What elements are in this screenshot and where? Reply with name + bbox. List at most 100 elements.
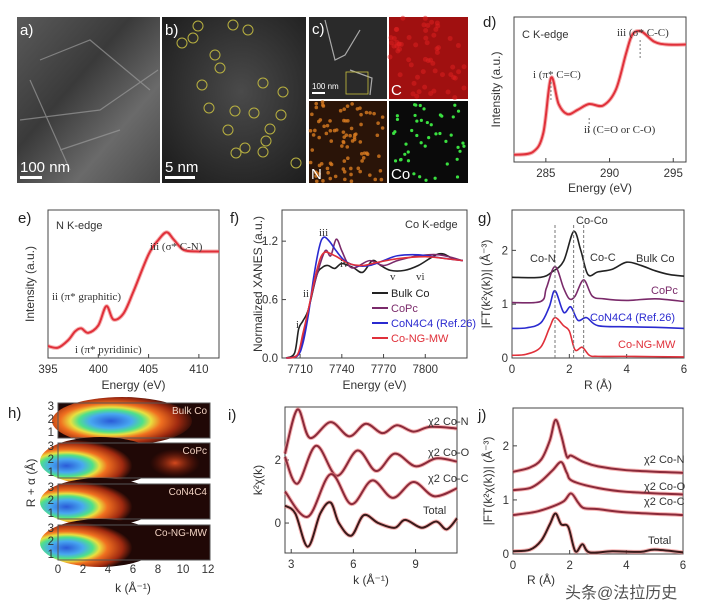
c-map-dot: [425, 22, 431, 28]
x-tick-label-f-1: 7740: [329, 364, 355, 376]
y-axis-label-i: k²χ(k): [251, 465, 265, 495]
series-line-f-3: [285, 251, 463, 359]
c-map-dot: [422, 84, 428, 90]
strip-label-3: Co-NG-MW: [155, 528, 208, 539]
c-map-dot: [406, 57, 412, 63]
y-tick-label-h: 3: [48, 482, 54, 494]
atom-circle-7: [196, 79, 208, 91]
n-map-dot: [361, 156, 366, 160]
series-label-i-3: Total: [423, 505, 446, 517]
series-line-i-0: [284, 408, 458, 454]
annotation-e-ii: ii (π* graphitic): [52, 291, 121, 303]
annotation-f-iii: iii: [319, 227, 328, 239]
n-map-dot: [373, 177, 378, 182]
c-map-dot: [397, 72, 403, 78]
plot-frame-g: [511, 209, 685, 359]
n-map-dot: [349, 166, 353, 171]
atom-circle-0: [192, 20, 204, 32]
co-map-dot: [425, 120, 429, 125]
annotations-i: χ2 Co-N χ2 Co-O χ2 Co-C Total: [423, 416, 470, 517]
x-tick-label-g-2: 4: [623, 364, 630, 376]
c-map-dot: [450, 64, 456, 70]
n-map-dot: [344, 133, 349, 137]
co-map-dot: [393, 159, 398, 163]
y-tick-label-h: 2: [48, 414, 54, 426]
series-label-j-1: χ2 Co-O: [644, 481, 686, 493]
n-map-dot: [317, 172, 321, 176]
c-map-dot: [431, 32, 437, 38]
co-map-dot: [440, 114, 444, 118]
co-map-dot: [404, 142, 408, 146]
n-map-dot: [342, 159, 347, 163]
n-map-dot: [314, 101, 319, 106]
n-map-dot: [360, 159, 364, 163]
n-map-dot: [343, 119, 348, 123]
series-label-j-2: χ2 Co-C: [644, 496, 685, 508]
y-tick-label-h: 1: [48, 549, 54, 561]
strip-label-0: Bulk Co: [172, 406, 207, 417]
series-line-g-0: [511, 230, 685, 279]
n-map-dot: [352, 137, 357, 142]
x-tick-label-j-2: 4: [623, 560, 630, 572]
co-map-dot: [453, 103, 457, 107]
scale-bar-label-b: 5 nm: [165, 159, 198, 176]
c-map-dot: [387, 54, 393, 60]
atom-circle-14: [222, 124, 234, 136]
co-map-dot: [434, 132, 438, 136]
y-axis-label-f: Normalized XANES (a.u.): [251, 216, 265, 352]
series-line-j-1: [512, 461, 684, 496]
x-tick-label-h-1: 2: [80, 564, 86, 576]
co-map-dot: [444, 139, 448, 143]
annotation-d-i: i (π* C=C): [533, 69, 581, 81]
x-tick-label-g-0: 0: [509, 364, 515, 376]
n-map-dot: [322, 124, 326, 129]
plot-frame-i: [284, 406, 458, 554]
heatmap-frame-2: [57, 483, 211, 520]
y-tick-label-h: 2: [48, 536, 54, 548]
single-atom-markers: [176, 19, 302, 169]
x-tick-label-h-6: 12: [202, 564, 215, 576]
y-tick-label-g-1: 1: [502, 299, 508, 311]
c-map-dot: [408, 62, 414, 68]
x-tick-label-e-2: 405: [139, 364, 158, 376]
co-map-dot: [415, 119, 419, 123]
n-map-dot: [355, 107, 360, 111]
panel-b-haadf-image: b) 5 nm: [162, 17, 306, 183]
n-map-dot: [349, 172, 353, 177]
n-map-dot: [380, 115, 385, 119]
scale-bar-label-c: 100 nm: [312, 82, 339, 91]
series-label-g-2: CoN4C4 (Ref.26): [590, 312, 675, 324]
legend-label-1: CoPc: [391, 303, 418, 315]
panel-label-j: j): [477, 407, 486, 424]
series-line-g-2: [511, 289, 685, 330]
annotations-f: Co K-edge i ii iii iv v vi Bulk Co CoPc Co…: [296, 219, 476, 345]
n-map-dot: [333, 174, 338, 179]
n-map-dot: [314, 179, 319, 184]
x-axis-label-f: Energy (eV): [342, 378, 406, 392]
c-map-dot: [391, 36, 397, 42]
n-map-dot: [328, 119, 332, 123]
strip-label-1: CoPc: [183, 446, 207, 457]
chart-i-k-space-fit: i) 3 6 9 0 2 k (Å⁻¹) k²χ(k): [228, 406, 459, 587]
c-map-dot: [455, 43, 461, 49]
co-map-dot: [456, 145, 460, 149]
y-tick-label-i-0: 0: [275, 518, 281, 530]
n-map-dot: [346, 156, 350, 161]
n-map-dot: [362, 151, 367, 155]
legend-label-2: CoN4C4 (Ref.26): [391, 318, 476, 330]
n-map-dot: [356, 166, 361, 171]
n-map-dot: [324, 131, 329, 136]
series-label-i-0: χ2 Co-N: [428, 416, 469, 428]
co-map-dot: [406, 159, 411, 163]
n-map-dot: [311, 133, 316, 137]
annotation-e-i: i (π* pyridinic): [75, 344, 142, 356]
x-tick-label-h-2: 4: [105, 564, 112, 576]
n-map-dot: [358, 140, 363, 144]
y-tick-label-i-1: 2: [275, 455, 281, 467]
n-map-dot: [340, 144, 344, 148]
co-map-dot: [455, 157, 459, 161]
y-tick-label-g-0: 0: [502, 353, 508, 365]
co-map-dot: [458, 149, 462, 153]
panel-label-g: g): [478, 210, 491, 227]
x-axis-label-d: Energy (eV): [568, 181, 632, 195]
